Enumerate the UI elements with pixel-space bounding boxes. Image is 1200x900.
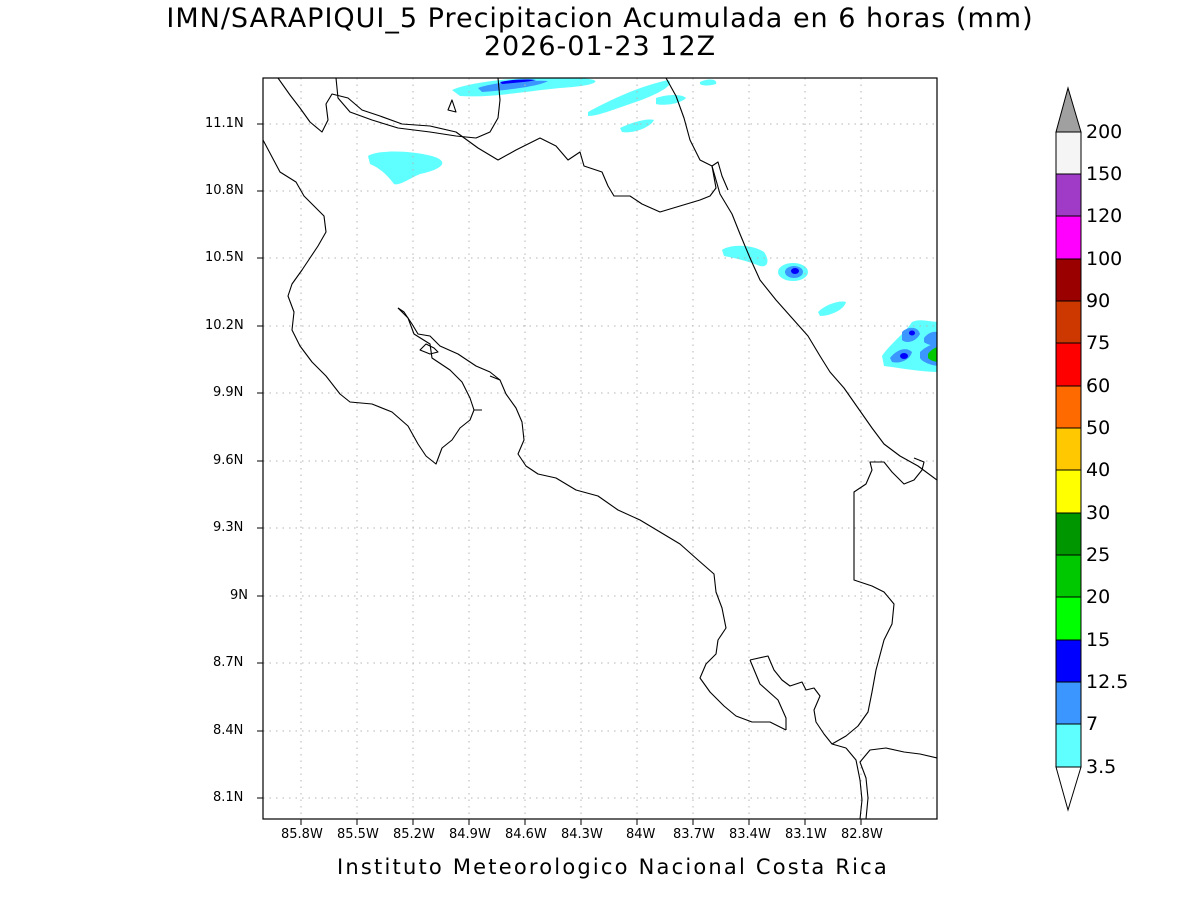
lon-label: 84.9W [449,827,491,842]
lon-label: 82.8W [841,827,883,842]
border-north [277,78,729,213]
lat-label: 10.8N [205,183,244,198]
lon-label: 83.1W [785,827,827,842]
colorbar-label: 30 [1086,502,1111,524]
nicaragua-east-coast [665,78,713,167]
colorbar-label: 15 [1086,629,1111,651]
colorbar-swatch [1055,723,1082,768]
panama-coast [859,747,937,819]
colorbar-bottom-arrow [1055,766,1082,812]
colorbar-label: 150 [1086,163,1123,185]
colorbar-swatch [1055,300,1082,344]
colorbar-label: 200 [1086,121,1123,143]
map-datetime: 2026-01-23 12Z [483,31,717,62]
lon-label: 85.2W [393,827,435,842]
colorbar-label: 75 [1086,332,1111,354]
lat-label: 10.5N [205,250,244,265]
border-panama [831,457,925,745]
colorbar-swatch [1055,173,1082,217]
colorbar-label: 50 [1086,417,1111,439]
colorbar-label: 120 [1086,205,1123,227]
lon-label: 83.7W [673,827,715,842]
lon-label: 83.4W [729,827,771,842]
colorbar-label: 3.5 [1086,756,1117,778]
map-title: IMN/SARAPIQUI_5 Precipitacion Acumulada … [166,3,1034,34]
colorbar-swatch [1055,512,1082,556]
colorbar-swatch [1055,469,1082,514]
lon-label: 85.8W [281,827,323,842]
burica-panama [845,747,863,819]
map-frame [262,77,938,820]
lat-label: 8.1N [213,790,244,805]
lat-label: 9.9N [213,385,244,400]
axis-ticks [257,123,862,825]
lon-label: 84.6W [505,827,547,842]
colorbar-swatch [1055,681,1082,725]
lake-island [447,99,457,113]
colorbar-swatch [1055,596,1082,641]
precipitation-field [368,78,937,372]
colorbar-swatch [1055,639,1082,683]
colorbar-label: 90 [1086,290,1111,312]
lat-label: 9.3N [213,520,244,535]
colorbar-label: 12.5 [1086,671,1129,693]
colorbar-top-arrow [1055,86,1082,133]
precip-cell-east-edge [882,320,937,372]
colorbar-label: 7 [1086,713,1099,735]
pacific-coast-central [489,375,787,731]
lat-label: 8.7N [213,655,244,670]
colorbar-swatch [1055,385,1082,429]
pacific-coast-north [263,139,482,465]
caribbean-coast [711,165,937,481]
colorbar-label: 25 [1086,544,1111,566]
precip-cell-north [452,78,596,97]
lat-label: 9N [230,588,248,603]
coastlines [263,78,937,819]
colorbar-label: 40 [1086,459,1111,481]
lat-label: 10.2N [205,318,244,333]
map-gridlines [263,78,937,819]
colorbar-swatch [1055,427,1082,471]
colorbar-swatch [1055,342,1082,387]
colorbar [1055,86,1082,812]
colorbar-label: 20 [1086,586,1111,608]
precip-cell-northeast [588,79,717,133]
lat-label: 9.6N [213,453,244,468]
lat-label: 11.1N [205,116,244,131]
osa-peninsula [749,655,847,749]
colorbar-swatch [1055,215,1082,260]
colorbar-swatch [1055,554,1082,598]
golfo-dulce [749,659,787,730]
nicoya-inner [397,307,501,381]
lon-label: 85.5W [337,827,379,842]
small-island [419,343,439,355]
lon-label: 84.3W [561,827,603,842]
lake-nicaragua-shore [335,78,501,139]
nicoya-gulf [397,307,475,411]
colorbar-label: 60 [1086,375,1111,397]
precip-cell-west [368,151,443,185]
colorbar-swatch [1055,131,1082,175]
lat-label: 8.4N [213,723,244,738]
lon-label: 84W [626,827,656,842]
footer-credit: Instituto Meteorologico Nacional Costa R… [337,855,889,879]
precip-cell-caribbean [722,245,846,316]
colorbar-label: 100 [1086,248,1123,270]
colorbar-swatch [1055,258,1082,302]
